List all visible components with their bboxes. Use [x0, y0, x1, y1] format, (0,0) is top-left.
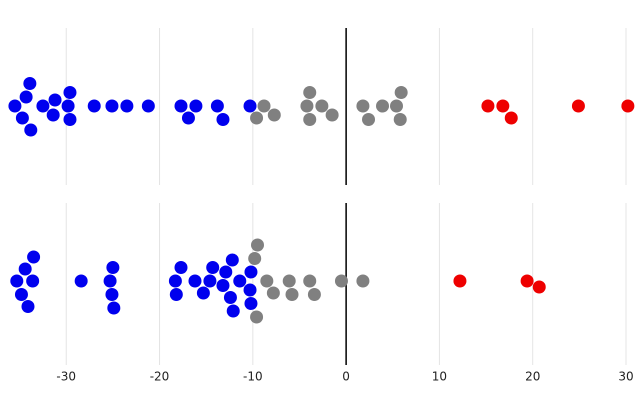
point	[325, 108, 339, 122]
point	[188, 274, 202, 288]
x-tick-label: 0	[342, 370, 350, 384]
x-tick-label: -30	[56, 370, 76, 384]
point	[10, 274, 24, 288]
point	[496, 99, 510, 113]
point	[504, 111, 518, 125]
point	[532, 280, 546, 294]
x-tick-label: 20	[525, 370, 540, 384]
point	[23, 77, 37, 90]
point	[24, 123, 38, 137]
point	[315, 99, 329, 113]
point	[266, 286, 280, 300]
point	[203, 274, 217, 288]
point	[63, 86, 77, 99]
point	[285, 288, 299, 301]
point	[36, 99, 50, 113]
point	[248, 252, 262, 265]
point	[303, 113, 317, 126]
point	[226, 304, 240, 318]
point	[210, 99, 224, 113]
point	[390, 99, 404, 113]
point	[244, 265, 258, 279]
point	[362, 113, 376, 126]
point	[219, 265, 233, 279]
point	[303, 274, 317, 288]
point	[181, 111, 195, 125]
point	[120, 99, 134, 113]
point	[21, 300, 35, 313]
point	[520, 274, 534, 288]
x-tick-label: 30	[618, 370, 633, 384]
point	[196, 286, 210, 300]
point	[14, 288, 28, 301]
point	[48, 93, 62, 107]
point	[74, 274, 88, 288]
point	[15, 111, 29, 125]
point	[105, 288, 119, 301]
point	[376, 99, 390, 113]
point	[169, 288, 183, 301]
point	[267, 108, 281, 122]
point	[105, 99, 119, 113]
point	[250, 111, 264, 125]
point	[46, 108, 60, 122]
point	[334, 274, 348, 288]
point	[453, 274, 467, 288]
point	[107, 301, 121, 315]
point	[300, 99, 314, 113]
x-tick-label: 10	[432, 370, 447, 384]
point	[243, 99, 257, 113]
point	[103, 274, 117, 288]
point	[206, 261, 220, 274]
point	[307, 288, 321, 301]
point	[394, 86, 408, 99]
point	[19, 90, 33, 104]
point	[233, 274, 247, 288]
point	[189, 99, 203, 113]
point	[223, 291, 237, 304]
point	[174, 261, 188, 274]
point	[61, 99, 75, 113]
point	[244, 297, 258, 310]
point	[174, 99, 188, 113]
point	[216, 279, 230, 292]
point	[356, 99, 370, 113]
point	[18, 262, 32, 276]
point	[225, 253, 239, 267]
point	[393, 113, 407, 126]
point	[250, 238, 264, 252]
point	[27, 250, 41, 264]
point	[106, 261, 120, 274]
point	[26, 274, 40, 288]
x-tick-label: -10	[243, 370, 263, 384]
point	[257, 99, 271, 113]
x-tick-label: -20	[150, 370, 170, 384]
point	[250, 310, 264, 324]
point	[87, 99, 101, 113]
point	[621, 99, 635, 113]
point	[303, 86, 317, 99]
point	[168, 274, 182, 288]
point	[216, 113, 230, 126]
point	[481, 99, 495, 113]
point	[571, 99, 585, 113]
point	[243, 283, 257, 297]
point	[356, 274, 370, 288]
point	[141, 99, 155, 113]
point	[282, 274, 296, 288]
point	[260, 274, 274, 288]
point	[8, 99, 22, 113]
point	[63, 113, 77, 126]
